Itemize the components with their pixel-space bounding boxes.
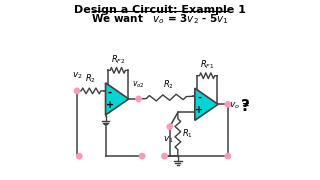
Text: +: + [195, 105, 203, 115]
Text: $R_{F2}$: $R_{F2}$ [111, 53, 125, 66]
Text: ?: ? [241, 99, 250, 114]
Text: $v_{o}$ =: $v_{o}$ = [229, 101, 251, 111]
Text: Design a Circuit: Example 1: Design a Circuit: Example 1 [74, 5, 246, 15]
Polygon shape [195, 88, 218, 120]
Text: $R_2$: $R_2$ [163, 79, 173, 91]
Text: $R_1$: $R_1$ [182, 128, 193, 140]
Circle shape [140, 153, 145, 159]
Text: $v_2$: $v_2$ [72, 71, 82, 81]
Text: +: + [106, 100, 114, 110]
Circle shape [136, 96, 141, 102]
Text: $v_{o2}$: $v_{o2}$ [132, 80, 145, 90]
Circle shape [74, 88, 80, 94]
Circle shape [225, 153, 230, 159]
Circle shape [167, 124, 172, 129]
Text: -: - [108, 88, 112, 98]
Circle shape [76, 153, 82, 159]
Text: $R_2$: $R_2$ [85, 72, 96, 85]
Text: $R_{F1}$: $R_{F1}$ [200, 59, 214, 71]
Circle shape [225, 102, 230, 107]
Circle shape [162, 153, 167, 159]
Polygon shape [106, 83, 129, 115]
Text: -: - [197, 93, 201, 103]
Text: $v_1$: $v_1$ [163, 135, 173, 145]
Text: We want   $v_{o}$ = 3$v_{2}$ - 5$v_{1}$: We want $v_{o}$ = 3$v_{2}$ - 5$v_{1}$ [91, 13, 229, 26]
